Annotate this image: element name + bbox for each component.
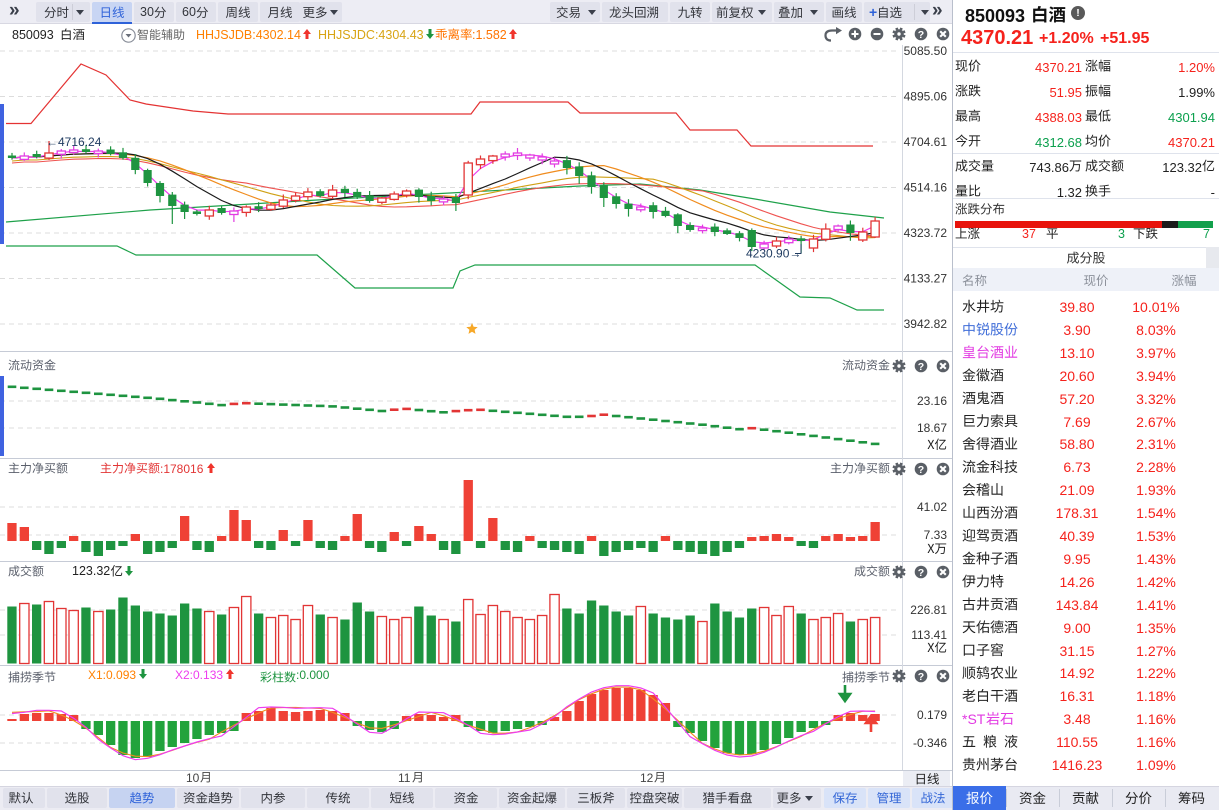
svg-text:-0.346: -0.346: [913, 736, 947, 750]
svg-text:0.179: 0.179: [917, 708, 947, 722]
svg-text:?: ?: [918, 360, 924, 372]
svg-text:?: ?: [918, 670, 924, 682]
svg-text:?: ?: [918, 463, 924, 475]
svg-text:3942.82: 3942.82: [904, 317, 948, 331]
svg-text:7.33: 7.33: [924, 528, 948, 542]
svg-text:←4716.24: ←4716.24: [46, 135, 102, 149]
svg-text:41.02: 41.02: [917, 500, 947, 514]
svg-text:4230.90→: 4230.90→: [746, 247, 801, 261]
svg-text:?: ?: [918, 29, 924, 41]
svg-text:4133.27: 4133.27: [904, 272, 948, 286]
svg-text:5085.50: 5085.50: [904, 44, 948, 58]
svg-text:113.41: 113.41: [911, 628, 947, 642]
svg-text:4514.16: 4514.16: [904, 181, 948, 195]
svg-text:?: ?: [918, 566, 924, 578]
svg-text:226.81: 226.81: [910, 603, 947, 617]
svg-text:4323.72: 4323.72: [904, 226, 948, 240]
svg-text:4895.06: 4895.06: [904, 90, 948, 104]
svg-text:4704.61: 4704.61: [904, 135, 948, 149]
svg-text:23.16: 23.16: [917, 394, 947, 408]
svg-text:18.67: 18.67: [917, 421, 947, 435]
